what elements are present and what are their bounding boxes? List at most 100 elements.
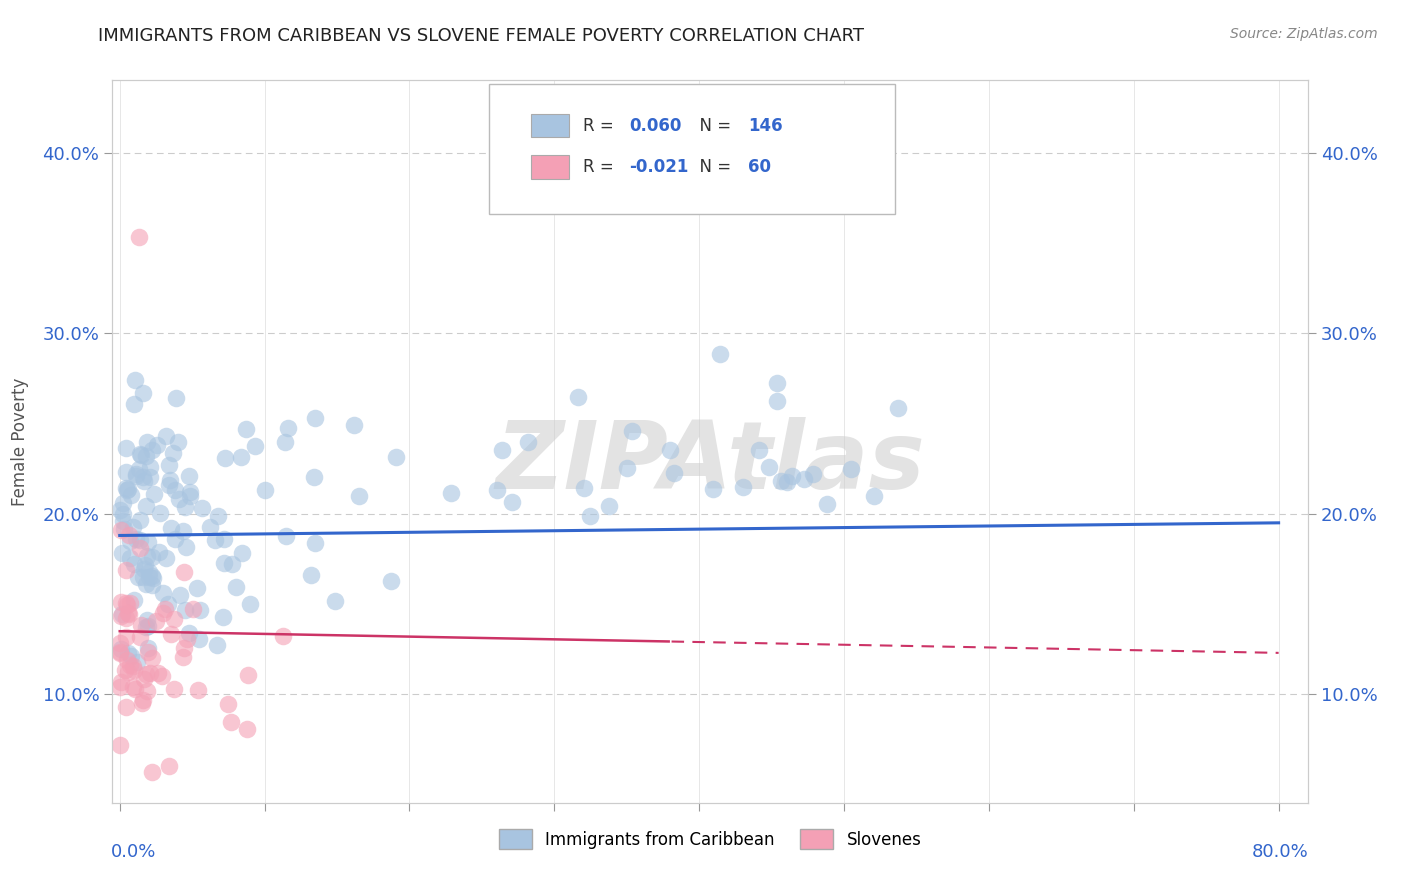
Text: 0.060: 0.060 [628, 117, 681, 135]
Point [111, 507, 134, 521]
Point [702, 483, 724, 497]
Point [132, 474, 155, 488]
Text: R =: R = [583, 117, 620, 135]
Point [163, 681, 186, 696]
Point [254, 483, 277, 497]
Text: 0.0%: 0.0% [111, 843, 156, 861]
Point [110, 641, 132, 656]
Point [769, 475, 792, 489]
Point [128, 230, 150, 244]
Point [187, 632, 209, 647]
Point [231, 450, 253, 464]
Point [181, 602, 204, 616]
Point [132, 386, 155, 401]
FancyBboxPatch shape [531, 155, 569, 178]
Point [111, 607, 134, 621]
Point [186, 581, 208, 595]
Point [343, 417, 366, 432]
Text: R =: R = [583, 158, 620, 176]
Point [132, 562, 155, 576]
Point [172, 649, 194, 664]
Point [139, 459, 162, 474]
Point [271, 629, 294, 643]
Point [863, 489, 886, 503]
Point [115, 563, 138, 577]
Text: 60: 60 [748, 158, 772, 176]
Text: -0.021: -0.021 [628, 158, 688, 176]
Point [143, 487, 166, 501]
Point [839, 462, 862, 476]
Point [662, 466, 685, 480]
Point [239, 597, 262, 611]
Point [114, 663, 136, 677]
Point [149, 507, 172, 521]
Text: N =: N = [689, 158, 735, 176]
Point [117, 598, 139, 612]
Point [135, 683, 157, 698]
Point [174, 540, 197, 554]
Point [758, 460, 780, 475]
Point [173, 566, 195, 580]
Point [122, 663, 145, 677]
Point [136, 549, 159, 563]
Point [187, 683, 209, 698]
Point [163, 612, 186, 626]
Point [108, 502, 131, 516]
Point [110, 546, 132, 560]
Point [219, 714, 242, 729]
Point [136, 645, 159, 659]
Point [598, 499, 620, 513]
Point [115, 610, 138, 624]
Point [731, 480, 754, 494]
Point [134, 558, 156, 573]
Point [141, 569, 163, 583]
Point [139, 469, 162, 483]
Point [131, 696, 153, 710]
Point [135, 435, 157, 450]
Point [174, 602, 197, 616]
Point [173, 500, 195, 515]
Point [135, 577, 157, 591]
Point [212, 532, 235, 546]
Point [129, 448, 152, 462]
Point [567, 390, 589, 404]
Point [163, 483, 186, 497]
Point [155, 429, 177, 443]
Point [138, 665, 160, 680]
Point [148, 545, 170, 559]
Point [135, 620, 157, 634]
Text: Source: ZipAtlas.com: Source: ZipAtlas.com [1230, 27, 1378, 41]
Point [117, 665, 139, 679]
Point [156, 597, 179, 611]
Point [177, 469, 200, 483]
Point [231, 546, 253, 560]
Point [129, 533, 152, 548]
Point [887, 401, 910, 415]
Point [207, 508, 229, 523]
Text: 146: 146 [748, 117, 783, 135]
Point [204, 533, 226, 547]
Point [108, 636, 131, 650]
Point [709, 346, 731, 360]
Point [117, 483, 139, 497]
Point [165, 391, 187, 405]
Point [172, 524, 194, 538]
Point [380, 574, 402, 588]
Point [150, 669, 173, 683]
Point [128, 447, 150, 461]
Point [110, 738, 132, 752]
Point [120, 488, 142, 502]
Point [124, 373, 146, 387]
Point [766, 394, 789, 409]
Point [122, 397, 145, 411]
Point [385, 450, 408, 464]
Point [131, 617, 153, 632]
Text: N =: N = [689, 117, 735, 135]
Point [128, 513, 150, 527]
Point [108, 644, 131, 658]
Point [274, 435, 297, 450]
Point [214, 451, 236, 466]
Point [163, 532, 186, 546]
Point [157, 759, 180, 773]
Point [127, 570, 149, 584]
